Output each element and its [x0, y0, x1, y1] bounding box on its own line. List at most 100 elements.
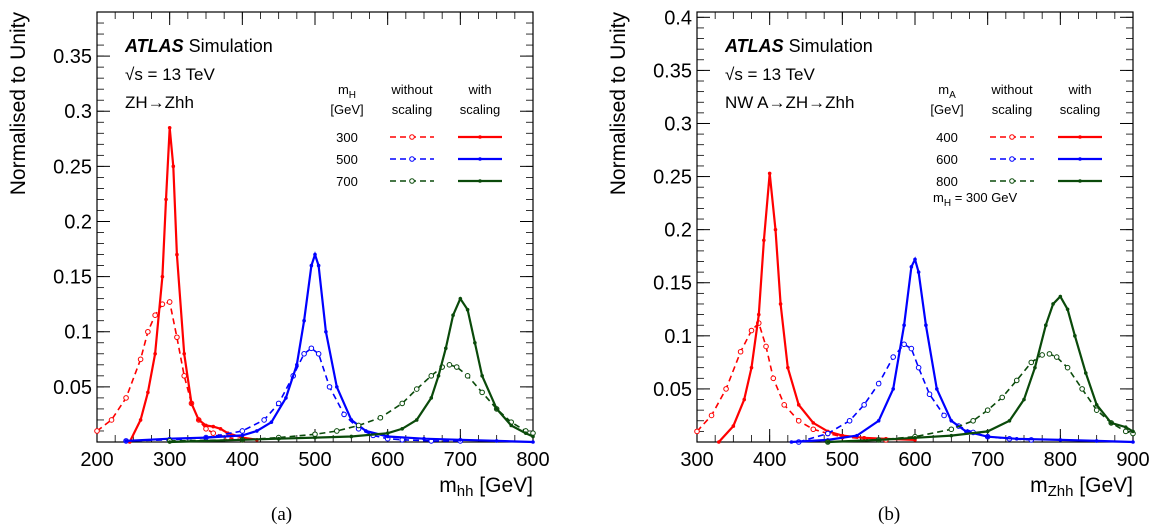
data-point-700-with [313, 435, 317, 440]
data-point-800-with [1051, 302, 1055, 306]
legend-without-header: without [990, 82, 1033, 97]
data-point-300-with [167, 125, 172, 130]
data-point-800-with [949, 433, 954, 438]
legend-mass-value: 300 [336, 130, 358, 145]
data-point-600-with [876, 418, 881, 423]
data-point-500-with [349, 418, 354, 422]
data-point-300-with [175, 252, 179, 257]
data-point-800-without [970, 417, 976, 424]
legend-with-header: scaling [1060, 102, 1100, 117]
data-point-500-without [315, 350, 322, 357]
y-tick-label: 0.3 [664, 113, 692, 135]
data-point-800-without [1013, 377, 1020, 384]
x-tick-label: 400 [753, 449, 786, 471]
data-point-800-without [1064, 364, 1071, 371]
data-point-600-without [941, 412, 947, 419]
data-point-400-with [778, 302, 783, 306]
data-point-600-with [902, 323, 906, 328]
data-point-300-with [182, 351, 186, 356]
legend-without-marker-400 [1009, 134, 1015, 140]
process-label: NW A→ZH→Zhh [725, 93, 854, 112]
data-point-500-with [295, 363, 299, 367]
data-point-600-with [1094, 439, 1099, 443]
data-point-500-with [204, 435, 208, 440]
data-point-800-with [1058, 294, 1063, 299]
data-point-400-without [723, 386, 729, 392]
legend-without-marker-700 [409, 178, 415, 184]
data-point-300-without [137, 356, 144, 363]
data-point-700-with [436, 374, 441, 378]
x-tick-label: 500 [826, 449, 859, 471]
data-point-800-with [876, 438, 881, 442]
data-point-700-with [167, 440, 172, 444]
legend-with-header: with [1067, 82, 1091, 97]
data-point-700-with [400, 426, 405, 431]
data-point-800-with [1044, 323, 1048, 328]
data-point-300-with [171, 164, 176, 169]
legend-mass-unit: [GeV] [930, 102, 963, 117]
data-point-800-without [1053, 354, 1060, 360]
data-point-700-without [355, 422, 362, 429]
x-tick-label: 300 [153, 449, 186, 471]
data-point-600-with [1058, 438, 1063, 442]
data-point-700-with [385, 431, 390, 435]
data-point-700-with [414, 418, 419, 422]
data-point-600-with [1014, 437, 1019, 441]
y-tick-label: 0.1 [64, 322, 92, 344]
data-point-700-with [509, 423, 513, 428]
y-axis-title: Normalised to Unity [607, 12, 630, 196]
y-tick-label: 0.2 [64, 211, 92, 233]
x-tick-label: 600 [898, 449, 931, 471]
data-point-400-with [773, 227, 778, 232]
data-point-300-without [94, 428, 100, 434]
data-point-300-with [196, 418, 201, 422]
data-point-600-with [985, 434, 990, 439]
x-axis-title: mhh [GeV] [439, 474, 533, 500]
x-tick-label: 900 [1116, 449, 1149, 471]
data-point-400-with [742, 397, 747, 402]
energy-label: √s = 13 TeV [725, 65, 815, 84]
y-tick-label: 0.35 [653, 60, 692, 82]
x-tick-label: 800 [516, 449, 549, 471]
data-point-300-without [181, 373, 187, 379]
legend-without-marker-800 [1009, 178, 1015, 184]
data-point-800-with [826, 440, 830, 444]
series-line-700-without [169, 363, 534, 442]
data-point-400-without [737, 348, 744, 355]
data-point-600-without [890, 354, 897, 360]
data-point-500-with [316, 263, 321, 268]
data-point-500-without [301, 350, 307, 357]
data-point-500-with [309, 263, 314, 268]
data-point-400-with [786, 365, 790, 370]
atlas-label: ATLAS Simulation [124, 36, 273, 56]
legend-mass-value: 500 [336, 152, 358, 167]
x-tick-label: 300 [680, 449, 713, 471]
data-point-700-without [464, 373, 471, 379]
data-point-600-without [825, 430, 831, 437]
data-point-400-with [731, 424, 736, 428]
legend-mass-header: mH [338, 82, 356, 101]
y-tick-label: 0.15 [53, 267, 92, 289]
x-tick-label: 200 [80, 449, 113, 471]
data-point-300-without [108, 417, 115, 423]
data-point-700-with [349, 434, 354, 439]
data-point-500-with [124, 439, 128, 443]
panel-b: 300 400 500 600 700 800 900 0.05 0.1 0.15 0.2 0.25 0… [607, 7, 1150, 500]
data-point-800-without [948, 426, 955, 433]
caption-a: (a) [271, 504, 293, 525]
legend-mass-value: 600 [936, 152, 958, 167]
data-point-400-without [770, 375, 777, 382]
data-point-300-with [146, 390, 150, 395]
data-point-500-without [261, 417, 267, 423]
process-label: ZH→Zhh [125, 93, 194, 112]
data-point-300-without [166, 299, 173, 305]
x-axis-title: mZhh [GeV] [1030, 474, 1133, 500]
data-point-800-with [1109, 421, 1113, 425]
data-point-500-with [302, 318, 306, 323]
data-point-500-with [335, 385, 339, 389]
atlas-label: ATLAS Simulation [724, 36, 873, 56]
legend-with-marker-500 [478, 157, 482, 161]
legend-without-marker-600 [1009, 156, 1015, 162]
legend-mass-value: 400 [936, 130, 958, 145]
data-point-800-with [913, 435, 917, 440]
